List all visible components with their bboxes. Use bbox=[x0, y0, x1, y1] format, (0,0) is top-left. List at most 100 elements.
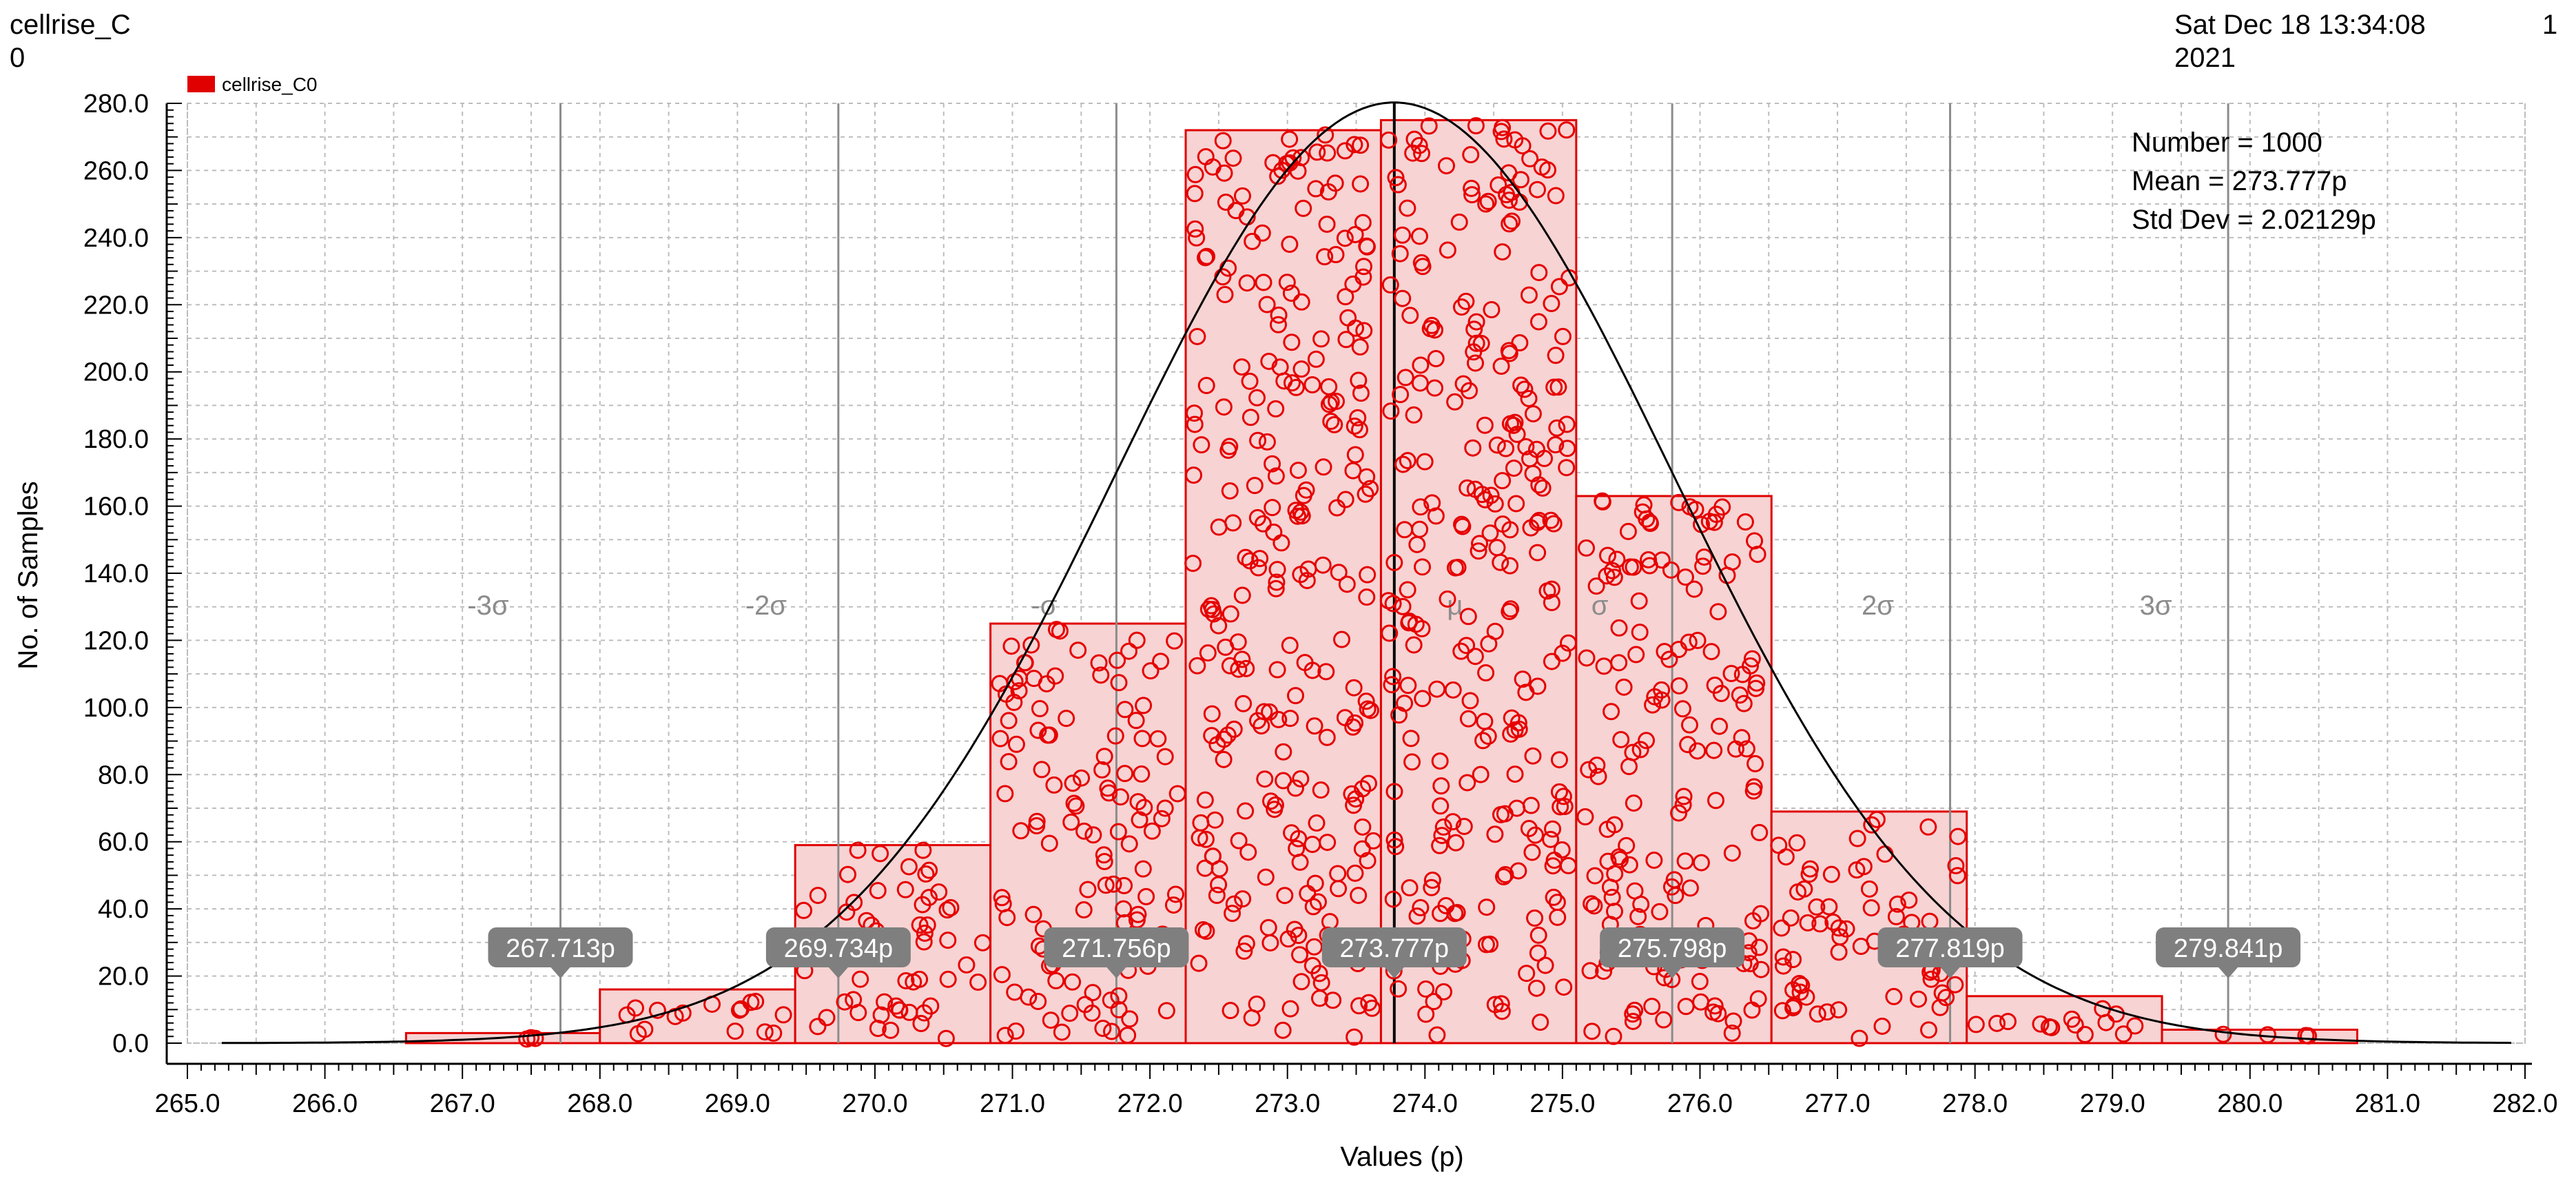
sample-point bbox=[1292, 149, 1310, 167]
sample-point bbox=[1385, 783, 1403, 801]
sample-point bbox=[1120, 835, 1138, 853]
sample-point bbox=[1073, 769, 1091, 787]
sample-point bbox=[1248, 389, 1266, 407]
sample-point bbox=[1281, 637, 1299, 655]
sample-point bbox=[1186, 165, 1204, 183]
sample-point bbox=[1264, 499, 1281, 517]
sample-point bbox=[1947, 856, 1965, 874]
sample-point bbox=[1408, 535, 1426, 553]
sample-point bbox=[1306, 874, 1324, 892]
sample-point bbox=[1868, 810, 1886, 828]
legend[interactable]: cellrise_C0 bbox=[187, 74, 318, 95]
sample-point bbox=[1115, 876, 1133, 894]
sample-point bbox=[1396, 695, 1414, 712]
sample-point bbox=[1611, 851, 1629, 869]
sample-point bbox=[1260, 352, 1278, 370]
sample-point bbox=[1346, 864, 1364, 882]
sample-point bbox=[1352, 175, 1370, 193]
sample-point bbox=[852, 970, 869, 988]
sample-point bbox=[1427, 507, 1445, 525]
sample-point bbox=[838, 903, 856, 921]
sample-point bbox=[1677, 998, 1695, 1016]
sample-point bbox=[818, 1009, 836, 1027]
sample-point bbox=[1058, 710, 1075, 728]
sample-point bbox=[1863, 816, 1881, 834]
sample-point bbox=[1529, 544, 1547, 562]
sample-point bbox=[1129, 905, 1147, 923]
sample-point bbox=[1581, 962, 1599, 980]
sample-point bbox=[1691, 973, 1709, 991]
sample-point bbox=[1234, 890, 1252, 908]
sample-point bbox=[1268, 561, 1286, 579]
sample-point bbox=[1554, 327, 1572, 345]
sample-point bbox=[1498, 186, 1516, 204]
sample-point bbox=[1045, 776, 1063, 794]
sample-point bbox=[1364, 832, 1382, 850]
sample-point bbox=[1381, 276, 1399, 294]
chart-title-line1: cellrise_C bbox=[10, 10, 131, 40]
sample-point bbox=[1235, 942, 1253, 960]
sample-point bbox=[1157, 1002, 1175, 1020]
sample-point bbox=[1287, 687, 1305, 705]
sample-point bbox=[1000, 712, 1018, 730]
sample-point bbox=[1095, 852, 1113, 870]
axes: 265.0 266.0 267.0 268.0 269.0 270.0 271.0 272.0… bbox=[83, 90, 2558, 1118]
sample-point bbox=[1005, 693, 1023, 711]
sample-point bbox=[1612, 730, 1630, 748]
sample-point bbox=[998, 909, 1016, 927]
sample-point bbox=[1576, 807, 1594, 825]
sample-point bbox=[1361, 480, 1379, 497]
sample-point bbox=[1673, 700, 1691, 718]
sample-point bbox=[1479, 192, 1497, 210]
sample-point bbox=[900, 858, 918, 876]
sample-point bbox=[2214, 1025, 2232, 1043]
sample-point bbox=[1638, 732, 1656, 750]
sample-point bbox=[1352, 384, 1370, 402]
sample-point bbox=[1727, 740, 1744, 758]
sample-point bbox=[1743, 1001, 1761, 1019]
sample-point bbox=[849, 1004, 867, 1022]
sample-point bbox=[1354, 818, 1372, 836]
sample-point bbox=[1619, 522, 1637, 540]
sample-point bbox=[1667, 887, 1684, 905]
sample-point bbox=[1433, 827, 1451, 845]
sample-point bbox=[636, 1020, 654, 1038]
sample-point bbox=[1281, 1000, 1299, 1018]
sample-point bbox=[1261, 703, 1279, 721]
sample-point bbox=[1387, 838, 1405, 856]
sigma-marker-box bbox=[1321, 927, 1467, 967]
sample-point bbox=[1603, 703, 1620, 721]
sample-point bbox=[1336, 142, 1354, 160]
sample-point bbox=[891, 1001, 909, 1019]
sample-point bbox=[1922, 970, 1940, 988]
sample-point bbox=[1559, 856, 1577, 874]
sample-point bbox=[1358, 588, 1376, 606]
sample-point bbox=[1625, 794, 1642, 812]
sample-point bbox=[1645, 852, 1663, 870]
sample-point bbox=[1168, 785, 1186, 803]
sample-point bbox=[1411, 374, 1429, 392]
sample-point bbox=[930, 883, 948, 901]
sample-point bbox=[1644, 696, 1662, 714]
sample-point bbox=[1773, 1002, 1791, 1020]
sample-point bbox=[1681, 879, 1699, 897]
sample-point bbox=[1265, 523, 1283, 541]
sample-point bbox=[1267, 400, 1285, 418]
sample-point bbox=[1476, 416, 1494, 434]
sample-point bbox=[1255, 274, 1272, 291]
sample-point bbox=[1330, 880, 1348, 898]
sample-point bbox=[1544, 820, 1562, 838]
sample-point bbox=[1208, 887, 1226, 905]
sample-point bbox=[1233, 586, 1251, 604]
sample-point bbox=[1709, 1005, 1727, 1022]
sample-point bbox=[1381, 624, 1399, 642]
sample-point bbox=[1384, 668, 1402, 686]
x-tick-label: 274.0 bbox=[1392, 1089, 1458, 1118]
sample-point bbox=[1186, 220, 1204, 238]
sample-point bbox=[1620, 856, 1638, 874]
sample-point bbox=[1308, 814, 1326, 832]
sample-point bbox=[1153, 810, 1171, 827]
sample-point bbox=[896, 881, 914, 898]
stats-number: Number = 1000 bbox=[2132, 127, 2322, 158]
sample-point bbox=[809, 1018, 827, 1036]
